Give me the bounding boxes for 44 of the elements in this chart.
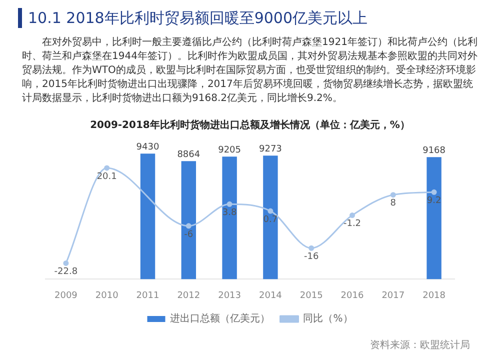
x-tick-label: 2014 <box>258 290 282 301</box>
point <box>431 189 437 195</box>
x-tick-label: 2018 <box>422 290 446 301</box>
data-label: 9273 <box>258 144 282 155</box>
text: 10.1 2018年比利时贸易额回暖至9000亿美元以上 <box>28 8 368 28</box>
point <box>350 212 355 218</box>
data-label: -16 <box>304 252 319 262</box>
legend-label: 同比（%） <box>303 312 353 325</box>
data-label: 0.7 <box>263 214 278 225</box>
x-tick-label: 2009 <box>54 290 78 301</box>
point <box>268 208 274 214</box>
data-label: 9.2 <box>426 196 442 206</box>
text: 在对外贸易中，比利时一般主要遵循比卢公约（比利时荷卢森堡1921年签订）和比荷卢公约（比利时、荷兰和卢森堡在1944年签订）。比利时作为欧盟成员国，其对外贸易法规基本参照欧盟的共同对外贸易法规。作为WTO的成员，欧盟与比利时在国际贸易方面，也受世贸组织的制约。受全球经济环境影响，2015年比利时货物进出口出现骤降，2017年后贸易环境回暖，货物贸易继续增长态势，据欧盟统计局数据显示，比利时货物进出口额为9168.2亿美元，同比增长9.2%。 <box>22 36 478 106</box>
x-tick-label: 2017 <box>382 290 405 301</box>
chart-title: 2009-2018年比利时货物进出口总额及增长情况（单位：亿美元，%） <box>89 118 411 132</box>
bar <box>263 156 278 280</box>
data-label: 20.1 <box>96 172 117 182</box>
data-label: 8864 <box>177 150 200 160</box>
x-tick-label: 2016 <box>340 290 364 301</box>
bar <box>222 156 237 280</box>
data-label: -1.2 <box>343 219 362 230</box>
bar <box>426 157 442 280</box>
data-label: 3.8 <box>222 208 237 218</box>
point <box>308 245 314 251</box>
x-tick-label: 2010 <box>95 290 119 301</box>
data-label: 8 <box>390 198 396 209</box>
legend-label: 进出口总额（亿美元） <box>170 312 270 325</box>
data-label: 9205 <box>218 145 242 156</box>
x-tick-label: 2015 <box>300 290 323 301</box>
bar <box>140 154 156 280</box>
text: 资料来源：欧盟统计局 <box>370 338 470 352</box>
bar <box>181 161 196 280</box>
point <box>226 201 232 207</box>
data-label: -6 <box>184 230 194 240</box>
point <box>390 192 396 198</box>
x-tick-label: 2013 <box>218 290 242 301</box>
data-label: 9168 <box>422 146 446 156</box>
data-label: -22.8 <box>54 267 78 278</box>
point <box>104 165 110 171</box>
data-label: 9430 <box>136 142 160 152</box>
point <box>186 223 192 229</box>
x-tick-label: 2012 <box>177 290 200 301</box>
x-tick-label: 2011 <box>136 290 160 301</box>
point <box>63 260 69 266</box>
